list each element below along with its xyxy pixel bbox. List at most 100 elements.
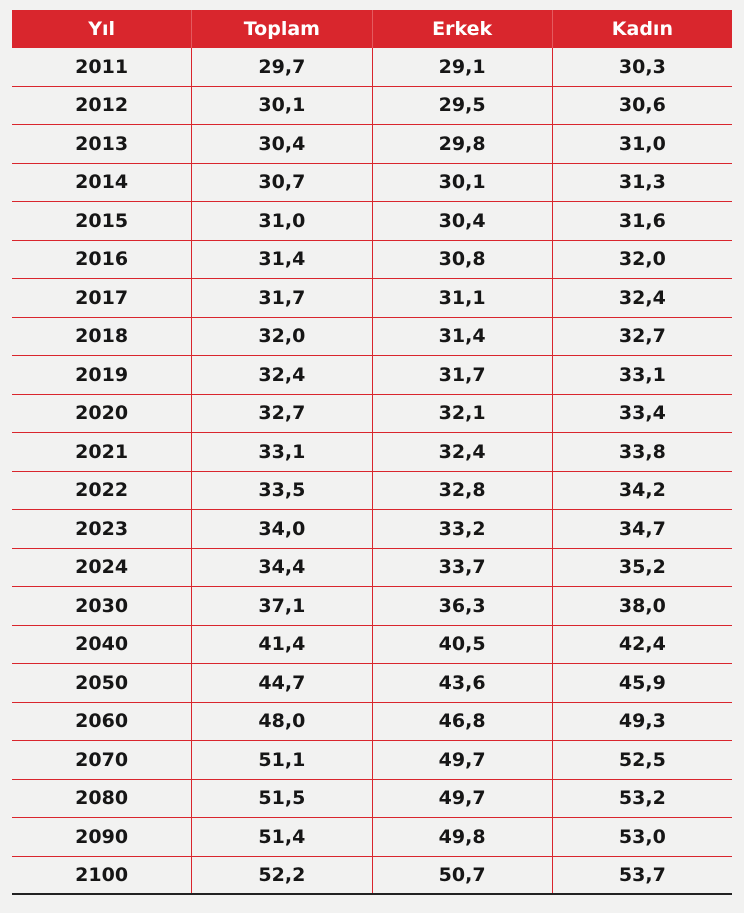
value-cell: 29,7: [191, 48, 371, 86]
value-cell: 36,3: [371, 587, 552, 625]
value-cell: 52,2: [191, 856, 371, 893]
year-cell: 2100: [75, 863, 129, 886]
value-cell: 29,5: [371, 86, 552, 124]
value-cell: 33,1: [191, 433, 371, 471]
value-cell: 42,4: [551, 625, 732, 663]
year-cell: 2021: [75, 440, 129, 463]
year-cell: 2040: [75, 633, 129, 656]
year-cell: 2060: [75, 710, 129, 733]
header-cell: Yıl: [88, 18, 116, 40]
value-cell: 32,8: [371, 471, 552, 509]
value-cell: 35,2: [551, 548, 732, 586]
value-cell: 30,7: [191, 163, 371, 201]
value-cell: 32,7: [551, 317, 732, 355]
value-cell: 34,4: [191, 548, 371, 586]
value-cell: 49,3: [551, 702, 732, 740]
table-row: 2030 37,1 36,3 38,0: [12, 587, 732, 626]
value-cell: 34,2: [551, 471, 732, 509]
year-cell: 2030: [75, 594, 129, 617]
table-row: 2019 32,4 31,7 33,1: [12, 356, 732, 395]
table-row: 2021 33,1 32,4 33,8: [12, 433, 732, 472]
value-cell: 30,4: [371, 202, 552, 240]
value-cell: 31,3: [551, 163, 732, 201]
value-cell: 32,0: [191, 317, 371, 355]
table-row: 2080 51,5 49,7 53,2: [12, 779, 732, 818]
value-cell: 33,7: [371, 548, 552, 586]
value-cell: 30,1: [371, 163, 552, 201]
value-cell: 32,4: [191, 356, 371, 394]
value-cell: 34,7: [551, 510, 732, 548]
value-cell: 49,7: [371, 741, 552, 779]
value-cell: 46,8: [371, 702, 552, 740]
value-cell: 48,0: [191, 702, 371, 740]
year-cell: 2023: [75, 517, 129, 540]
table-row: 2040 41,4 40,5 42,4: [12, 625, 732, 664]
table-row: 2090 51,4 49,8 53,0: [12, 818, 732, 857]
value-cell: 30,6: [551, 86, 732, 124]
year-cell: 2017: [75, 286, 129, 309]
value-cell: 33,5: [191, 471, 371, 509]
value-cell: 52,5: [551, 741, 732, 779]
table-row: 2050 44,7 43,6 45,9: [12, 664, 732, 703]
year-cell: 2011: [75, 55, 129, 78]
year-cell: 2016: [75, 248, 129, 271]
table: Yıl Toplam Erkek Kadın 2011 29,7 29,1 30,3 2012 3…: [12, 10, 732, 895]
value-cell: 30,1: [191, 86, 371, 124]
table-row: 2100 52,2 50,7 53,7: [12, 856, 732, 895]
value-cell: 29,8: [371, 125, 552, 163]
value-cell: 34,0: [191, 510, 371, 548]
value-cell: 31,4: [371, 317, 552, 355]
year-cell: 2012: [75, 94, 129, 117]
value-cell: 44,7: [191, 664, 371, 702]
value-cell: 51,4: [191, 818, 371, 856]
table-row: 2017 31,7 31,1 32,4: [12, 279, 732, 318]
value-cell: 51,5: [191, 779, 371, 817]
value-cell: 41,4: [191, 625, 371, 663]
value-cell: 37,1: [191, 587, 371, 625]
value-cell: 33,4: [551, 394, 732, 432]
value-cell: 31,7: [191, 279, 371, 317]
value-cell: 43,6: [371, 664, 552, 702]
header-cell: Toplam: [191, 10, 371, 48]
year-cell: 2070: [75, 748, 129, 771]
value-cell: 32,0: [551, 240, 732, 278]
table-row: 2020 32,7 32,1 33,4: [12, 394, 732, 433]
value-cell: 32,4: [371, 433, 552, 471]
year-cell: 2020: [75, 402, 129, 425]
value-cell: 32,1: [371, 394, 552, 432]
value-cell: 32,7: [191, 394, 371, 432]
value-cell: 51,1: [191, 741, 371, 779]
value-cell: 33,1: [551, 356, 732, 394]
table-row: 2060 48,0 46,8 49,3: [12, 702, 732, 741]
value-cell: 31,0: [551, 125, 732, 163]
value-cell: 29,1: [371, 48, 552, 86]
value-cell: 30,4: [191, 125, 371, 163]
header-cell: Kadın: [551, 10, 732, 48]
table-row: 2014 30,7 30,1 31,3: [12, 163, 732, 202]
year-cell: 2024: [75, 556, 129, 579]
value-cell: 31,4: [191, 240, 371, 278]
table-row: 2022 33,5 32,8 34,2: [12, 471, 732, 510]
table-row: 2011 29,7 29,1 30,3: [12, 48, 732, 87]
table-row: 2070 51,1 49,7 52,5: [12, 741, 732, 780]
header-cell: Erkek: [371, 10, 552, 48]
year-cell: 2019: [75, 363, 129, 386]
value-cell: 32,4: [551, 279, 732, 317]
header-row: Yıl Toplam Erkek Kadın: [12, 10, 732, 48]
year-cell: 2014: [75, 171, 129, 194]
table-row: 2018 32,0 31,4 32,7: [12, 317, 732, 356]
year-cell: 2015: [75, 209, 129, 232]
year-cell: 2022: [75, 479, 129, 502]
value-cell: 31,1: [371, 279, 552, 317]
value-cell: 31,0: [191, 202, 371, 240]
year-cell: 2090: [75, 825, 129, 848]
value-cell: 50,7: [371, 856, 552, 893]
value-cell: 45,9: [551, 664, 732, 702]
value-cell: 53,2: [551, 779, 732, 817]
year-cell: 2013: [75, 132, 129, 155]
year-cell: 2080: [75, 787, 129, 810]
value-cell: 53,7: [551, 856, 732, 893]
table-row: 2015 31,0 30,4 31,6: [12, 202, 732, 241]
table-row: 2024 34,4 33,7 35,2: [12, 548, 732, 587]
